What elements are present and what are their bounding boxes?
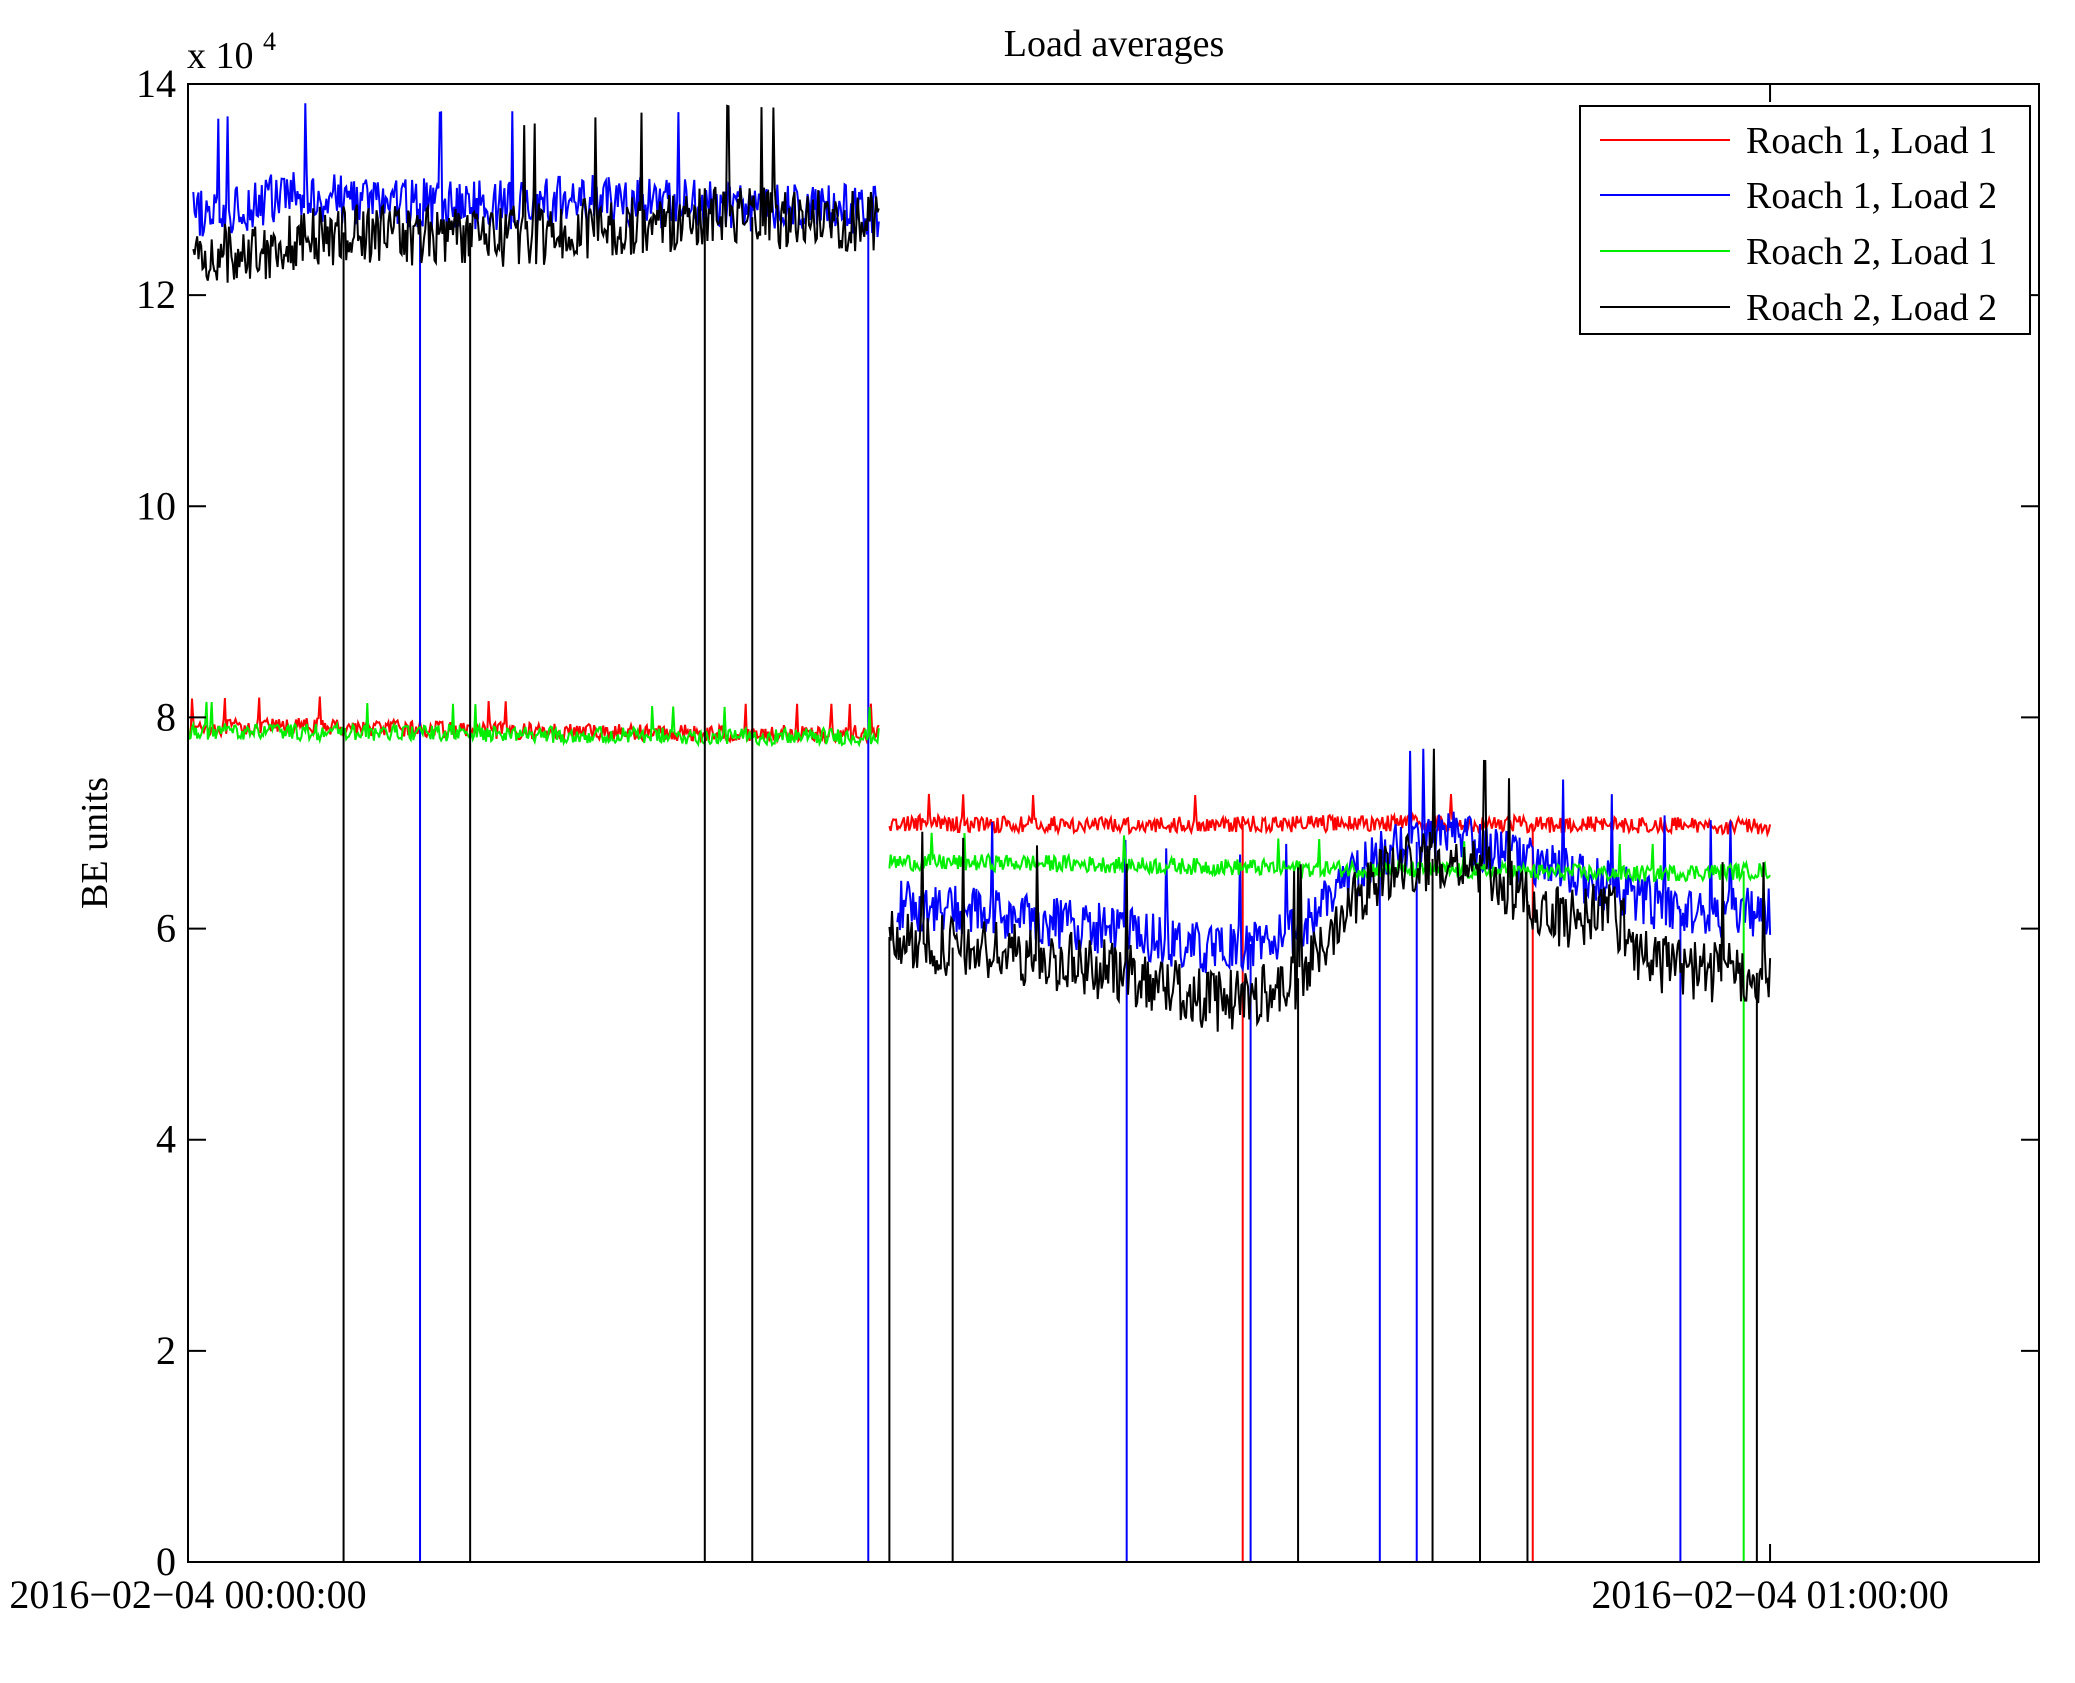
y-tick-label: 12 [136,272,176,317]
legend-label-roach2-load1: Roach 2, Load 1 [1746,231,1997,273]
series-line-roach1-load1 [888,793,1772,838]
legend-label-roach2-load2: Roach 2, Load 2 [1746,287,1997,329]
series-roach1-load2 [192,103,1772,1562]
legend: Roach 1, Load 1 Roach 1, Load 2 Roach 2,… [1579,105,2031,335]
legend-label-roach1-load1: Roach 1, Load 1 [1746,120,1997,162]
x-tick-label: 2016−02−04 01:00:00 [1591,1572,1948,1617]
legend-label-roach1-load2: Roach 1, Load 2 [1746,175,1997,217]
y-multiplier-label: x 10 4 [187,27,276,77]
y-tick-label: 4 [156,1117,176,1162]
x-tick-label: 2016−02−04 00:00:00 [9,1572,366,1617]
ticks-layer: 0 2 4 6 8 10 12 14 2016−02−04 00:00:00 2016−02−04… [9,61,2039,1617]
series-line-roach2-load2 [888,748,1772,1032]
y-tick-label: 2 [156,1328,176,1373]
plot-frame [187,83,2040,1563]
y-tick-label: 8 [156,694,176,739]
y-axis-label: BE units [74,777,116,909]
y-tick-label: 10 [136,483,176,528]
series-line-roach2-load1 [188,701,880,748]
series-line-roach2-load2 [192,104,880,283]
y-multiplier-base: x 10 [187,35,254,77]
y-multiplier-exponent: 4 [263,27,276,56]
series-layer [188,103,1772,1562]
series-roach2-load2 [192,104,1772,1562]
legend-box [1579,105,2031,335]
y-tick-label: 0 [156,1539,176,1584]
y-tick-label: 14 [136,61,176,106]
chart-title: Load averages [1004,23,1225,65]
y-tick-label: 6 [156,906,176,951]
